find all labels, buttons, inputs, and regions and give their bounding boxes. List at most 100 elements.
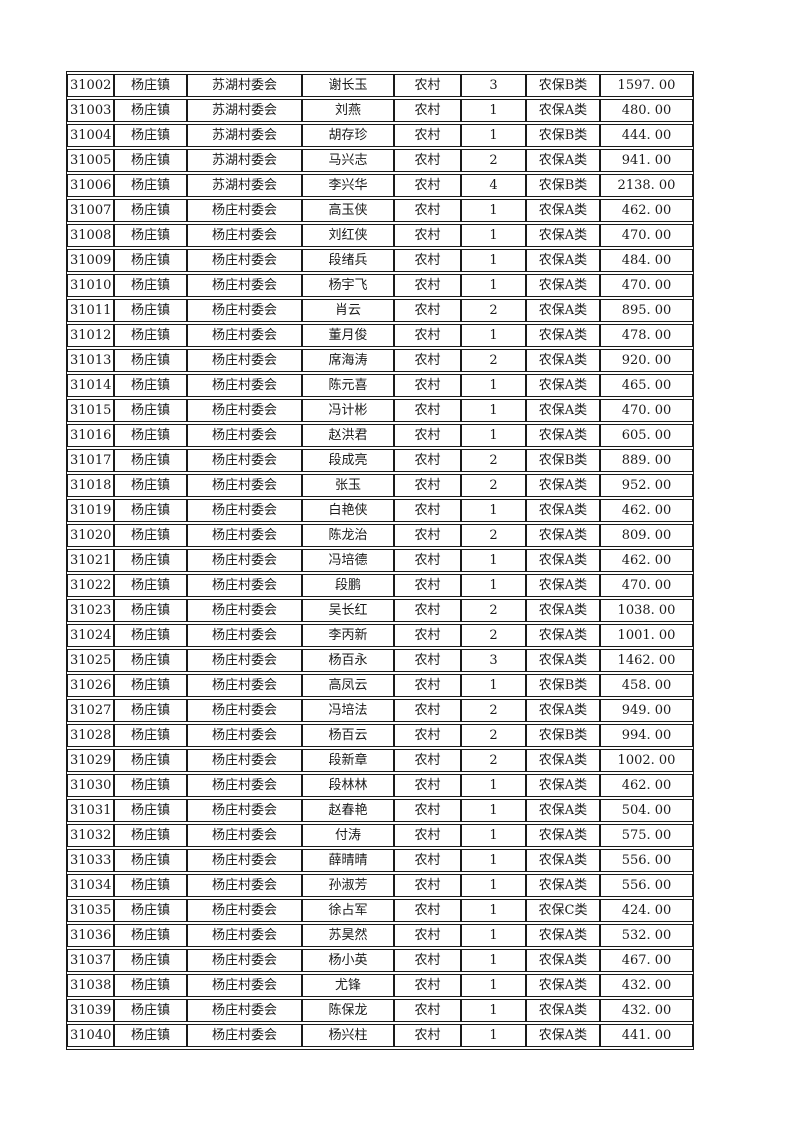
cell-town: 杨庄镇: [114, 249, 187, 272]
cell-person-count: 1: [461, 324, 526, 347]
cell-person-count: 2: [461, 724, 526, 747]
cell-insurance-category: 农保A类: [526, 649, 600, 672]
cell-insurance-category: 农保A类: [526, 274, 600, 297]
cell-person-count: 2: [461, 349, 526, 372]
cell-record-id: 31008: [67, 224, 114, 247]
table-row: 31015 杨庄镇 杨庄村委会 冯计彬 农村 1 农保A类 470. 00: [67, 399, 693, 422]
table-row: 31009 杨庄镇 杨庄村委会 段绪兵 农村 1 农保A类 484. 00: [67, 249, 693, 272]
cell-town: 杨庄镇: [114, 399, 187, 422]
cell-person-count: 4: [461, 174, 526, 197]
cell-amount: 941. 00: [600, 149, 693, 172]
cell-village-committee: 杨庄村委会: [187, 674, 302, 697]
cell-insurance-category: 农保B类: [526, 674, 600, 697]
cell-village-committee: 杨庄村委会: [187, 449, 302, 472]
cell-town: 杨庄镇: [114, 824, 187, 847]
cell-insurance-category: 农保A类: [526, 149, 600, 172]
cell-residence-type: 农村: [394, 674, 461, 697]
cell-residence-type: 农村: [394, 374, 461, 397]
cell-insurance-category: 农保B类: [526, 124, 600, 147]
cell-village-committee: 杨庄村委会: [187, 299, 302, 322]
cell-person-name: 苏昊然: [302, 924, 394, 947]
table-row: 31011 杨庄镇 杨庄村委会 肖云 农村 2 农保A类 895. 00: [67, 299, 693, 322]
cell-amount: 484. 00: [600, 249, 693, 272]
table-row: 31020 杨庄镇 杨庄村委会 陈龙治 农村 2 农保A类 809. 00: [67, 524, 693, 547]
table-row: 31018 杨庄镇 杨庄村委会 张玉 农村 2 农保A类 952. 00: [67, 474, 693, 497]
cell-village-committee: 杨庄村委会: [187, 849, 302, 872]
cell-person-name: 段新章: [302, 749, 394, 772]
cell-amount: 470. 00: [600, 274, 693, 297]
table-row: 31013 杨庄镇 杨庄村委会 席海涛 农村 2 农保A类 920. 00: [67, 349, 693, 372]
cell-town: 杨庄镇: [114, 499, 187, 522]
cell-insurance-category: 农保A类: [526, 199, 600, 222]
table-row: 31034 杨庄镇 杨庄村委会 孙淑芳 农村 1 农保A类 556. 00: [67, 874, 693, 897]
cell-village-committee: 杨庄村委会: [187, 624, 302, 647]
cell-insurance-category: 农保A类: [526, 224, 600, 247]
cell-amount: 467. 00: [600, 949, 693, 972]
cell-village-committee: 杨庄村委会: [187, 399, 302, 422]
cell-amount: 1002. 00: [600, 749, 693, 772]
cell-amount: 478. 00: [600, 324, 693, 347]
cell-village-committee: 杨庄村委会: [187, 199, 302, 222]
table-row: 31029 杨庄镇 杨庄村委会 段新章 农村 2 农保A类 1002. 00: [67, 749, 693, 772]
cell-residence-type: 农村: [394, 399, 461, 422]
table-body: 31002 杨庄镇 苏湖村委会 谢长玉 农村 3 农保B类 1597. 00 31003 杨庄镇苏…: [67, 74, 693, 1047]
cell-record-id: 31004: [67, 124, 114, 147]
cell-person-count: 1: [461, 274, 526, 297]
cell-person-name: 徐占军: [302, 899, 394, 922]
cell-town: 杨庄镇: [114, 699, 187, 722]
cell-residence-type: 农村: [394, 924, 461, 947]
cell-record-id: 31016: [67, 424, 114, 447]
cell-record-id: 31037: [67, 949, 114, 972]
cell-insurance-category: 农保A类: [526, 374, 600, 397]
table-row: 31008 杨庄镇 杨庄村委会 刘红侠 农村 1 农保A类 470. 00: [67, 224, 693, 247]
cell-person-name: 马兴志: [302, 149, 394, 172]
cell-person-name: 刘燕: [302, 99, 394, 122]
cell-town: 杨庄镇: [114, 549, 187, 572]
cell-person-name: 高凤云: [302, 674, 394, 697]
table-row: 31002 杨庄镇 苏湖村委会 谢长玉 农村 3 农保B类 1597. 00: [67, 74, 693, 97]
cell-town: 杨庄镇: [114, 424, 187, 447]
cell-person-name: 段成亮: [302, 449, 394, 472]
cell-village-committee: 杨庄村委会: [187, 224, 302, 247]
cell-record-id: 31005: [67, 149, 114, 172]
cell-amount: 1001. 00: [600, 624, 693, 647]
cell-insurance-category: 农保B类: [526, 449, 600, 472]
cell-residence-type: 农村: [394, 499, 461, 522]
pension-payment-table: 31002 杨庄镇 苏湖村委会 谢长玉 农村 3 农保B类 1597. 00 31003 杨庄镇苏…: [66, 71, 694, 1050]
cell-amount: 556. 00: [600, 849, 693, 872]
table-row: 31027 杨庄镇 杨庄村委会 冯培法 农村 2 农保A类 949. 00: [67, 699, 693, 722]
cell-person-count: 1: [461, 899, 526, 922]
cell-town: 杨庄镇: [114, 724, 187, 747]
cell-insurance-category: 农保A类: [526, 874, 600, 897]
cell-village-committee: 杨庄村委会: [187, 599, 302, 622]
cell-town: 杨庄镇: [114, 874, 187, 897]
cell-village-committee: 杨庄村委会: [187, 474, 302, 497]
cell-record-id: 31031: [67, 799, 114, 822]
cell-village-committee: 杨庄村委会: [187, 699, 302, 722]
cell-insurance-category: 农保A类: [526, 99, 600, 122]
cell-insurance-category: 农保A类: [526, 499, 600, 522]
cell-amount: 920. 00: [600, 349, 693, 372]
cell-residence-type: 农村: [394, 199, 461, 222]
cell-person-name: 吴长红: [302, 599, 394, 622]
table-row: 31032 杨庄镇 杨庄村委会 付涛 农村 1 农保A类 575. 00: [67, 824, 693, 847]
cell-residence-type: 农村: [394, 124, 461, 147]
cell-record-id: 31026: [67, 674, 114, 697]
cell-village-committee: 杨庄村委会: [187, 274, 302, 297]
cell-record-id: 31030: [67, 774, 114, 797]
cell-person-name: 杨兴柱: [302, 1024, 394, 1047]
cell-residence-type: 农村: [394, 874, 461, 897]
cell-amount: 462. 00: [600, 199, 693, 222]
cell-person-name: 赵春艳: [302, 799, 394, 822]
cell-insurance-category: 农保A类: [526, 849, 600, 872]
cell-village-committee: 杨庄村委会: [187, 574, 302, 597]
cell-amount: 462. 00: [600, 499, 693, 522]
cell-person-name: 薛晴晴: [302, 849, 394, 872]
cell-person-count: 2: [461, 149, 526, 172]
cell-town: 杨庄镇: [114, 199, 187, 222]
cell-person-count: 2: [461, 624, 526, 647]
cell-insurance-category: 农保A类: [526, 974, 600, 997]
cell-record-id: 31009: [67, 249, 114, 272]
cell-amount: 444. 00: [600, 124, 693, 147]
cell-person-name: 付涛: [302, 824, 394, 847]
